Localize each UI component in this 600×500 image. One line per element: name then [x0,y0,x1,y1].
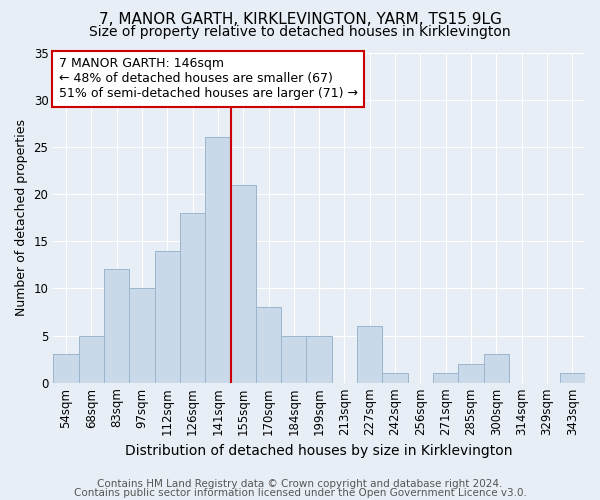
Bar [560,373,585,382]
Bar [129,288,155,382]
Text: Size of property relative to detached houses in Kirklevington: Size of property relative to detached ho… [89,25,511,39]
Bar [205,138,230,382]
Bar [458,364,484,382]
Bar [433,373,458,382]
Text: 7, MANOR GARTH, KIRKLEVINGTON, YARM, TS15 9LG: 7, MANOR GARTH, KIRKLEVINGTON, YARM, TS1… [98,12,502,28]
Y-axis label: Number of detached properties: Number of detached properties [15,119,28,316]
X-axis label: Distribution of detached houses by size in Kirklevington: Distribution of detached houses by size … [125,444,513,458]
Bar [307,336,332,382]
Bar [484,354,509,382]
Bar [230,184,256,382]
Text: Contains public sector information licensed under the Open Government Licence v3: Contains public sector information licen… [74,488,526,498]
Bar [357,326,382,382]
Bar [256,307,281,382]
Bar [382,373,408,382]
Bar [53,354,79,382]
Bar [155,250,180,382]
Bar [79,336,104,382]
Bar [281,336,307,382]
Text: 7 MANOR GARTH: 146sqm
← 48% of detached houses are smaller (67)
51% of semi-deta: 7 MANOR GARTH: 146sqm ← 48% of detached … [59,58,358,100]
Text: Contains HM Land Registry data © Crown copyright and database right 2024.: Contains HM Land Registry data © Crown c… [97,479,503,489]
Bar [180,213,205,382]
Bar [104,270,129,382]
